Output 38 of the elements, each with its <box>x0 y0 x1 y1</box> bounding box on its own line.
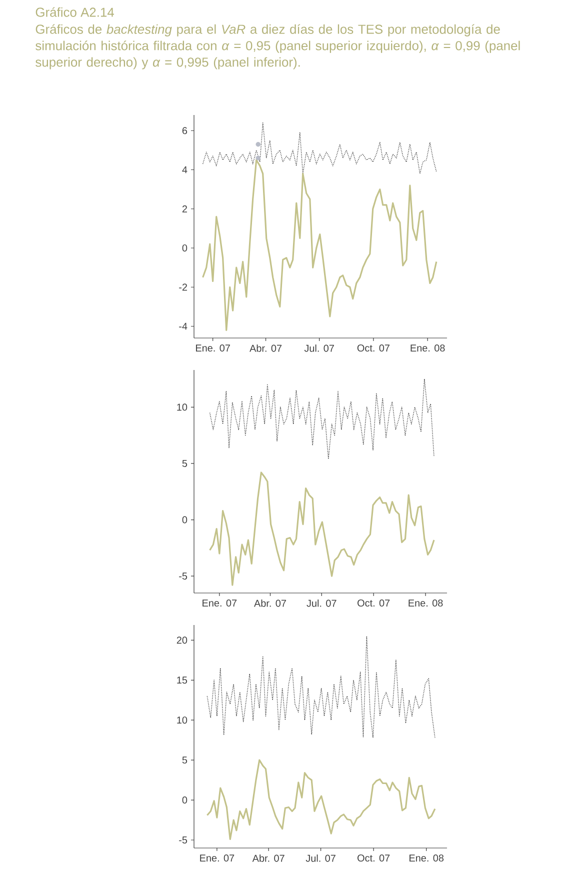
x-tick-label: Abr. 07 <box>254 600 286 607</box>
y-tick-label: 20 <box>176 636 188 644</box>
y-tick-label: 10 <box>177 404 188 411</box>
x-tick-label: Oct. 07 <box>357 344 390 352</box>
x-tick-label: Ene. 08 <box>410 344 445 352</box>
x-tick-label: Jul. 07 <box>306 854 336 862</box>
text: Gráfico A2.14 <box>36 7 114 17</box>
text: Gráficos de backtesting para el VaR a diez días de los TES por metodología de simulación histórica filtrada con α = 0,95 (panel superior izquierdo), α = 0,99 (panel superior derecho) y α = 0,995 (panel inferior). <box>36 24 520 70</box>
line-series <box>206 636 436 738</box>
x-tick-label: Ene. 08 <box>408 600 443 607</box>
y-tick-label: -5 <box>179 836 188 844</box>
x-tick-label: Oct. 07 <box>358 854 390 862</box>
line-series <box>206 759 436 840</box>
y-tick-label: -5 <box>179 572 188 580</box>
y-tick-label: 0 <box>182 796 188 804</box>
line-series <box>209 378 434 460</box>
y-tick-label: 4 <box>182 166 188 174</box>
x-tick-label: Jul. 07 <box>304 344 334 352</box>
y-tick-label: 0 <box>182 244 188 252</box>
y-tick-label: 6 <box>182 127 188 134</box>
y-tick-label: -2 <box>179 284 187 291</box>
x-tick-label: Oct. 07 <box>358 600 390 607</box>
x-tick-label: Ene. 07 <box>200 854 234 862</box>
y-tick-label: -4 <box>179 322 188 330</box>
x-tick-label: Abr. 07 <box>250 344 282 352</box>
x-tick-label: Ene. 08 <box>410 854 444 862</box>
y-tick-label: 15 <box>177 676 188 684</box>
x-tick-label: Ene. 07 <box>196 344 230 352</box>
y-tick-label: 5 <box>182 460 188 467</box>
y-tick-label: 0 <box>182 516 188 524</box>
y-tick-label: 5 <box>182 756 188 764</box>
y-tick-label: 2 <box>182 205 187 212</box>
y-tick-label: 10 <box>177 716 188 724</box>
x-tick-label: Ene. 07 <box>202 600 237 607</box>
x-tick-label: Abr. 07 <box>252 854 284 862</box>
x-tick-label: Jul. 07 <box>306 600 336 607</box>
line-series <box>202 122 437 174</box>
line-series <box>209 472 435 586</box>
